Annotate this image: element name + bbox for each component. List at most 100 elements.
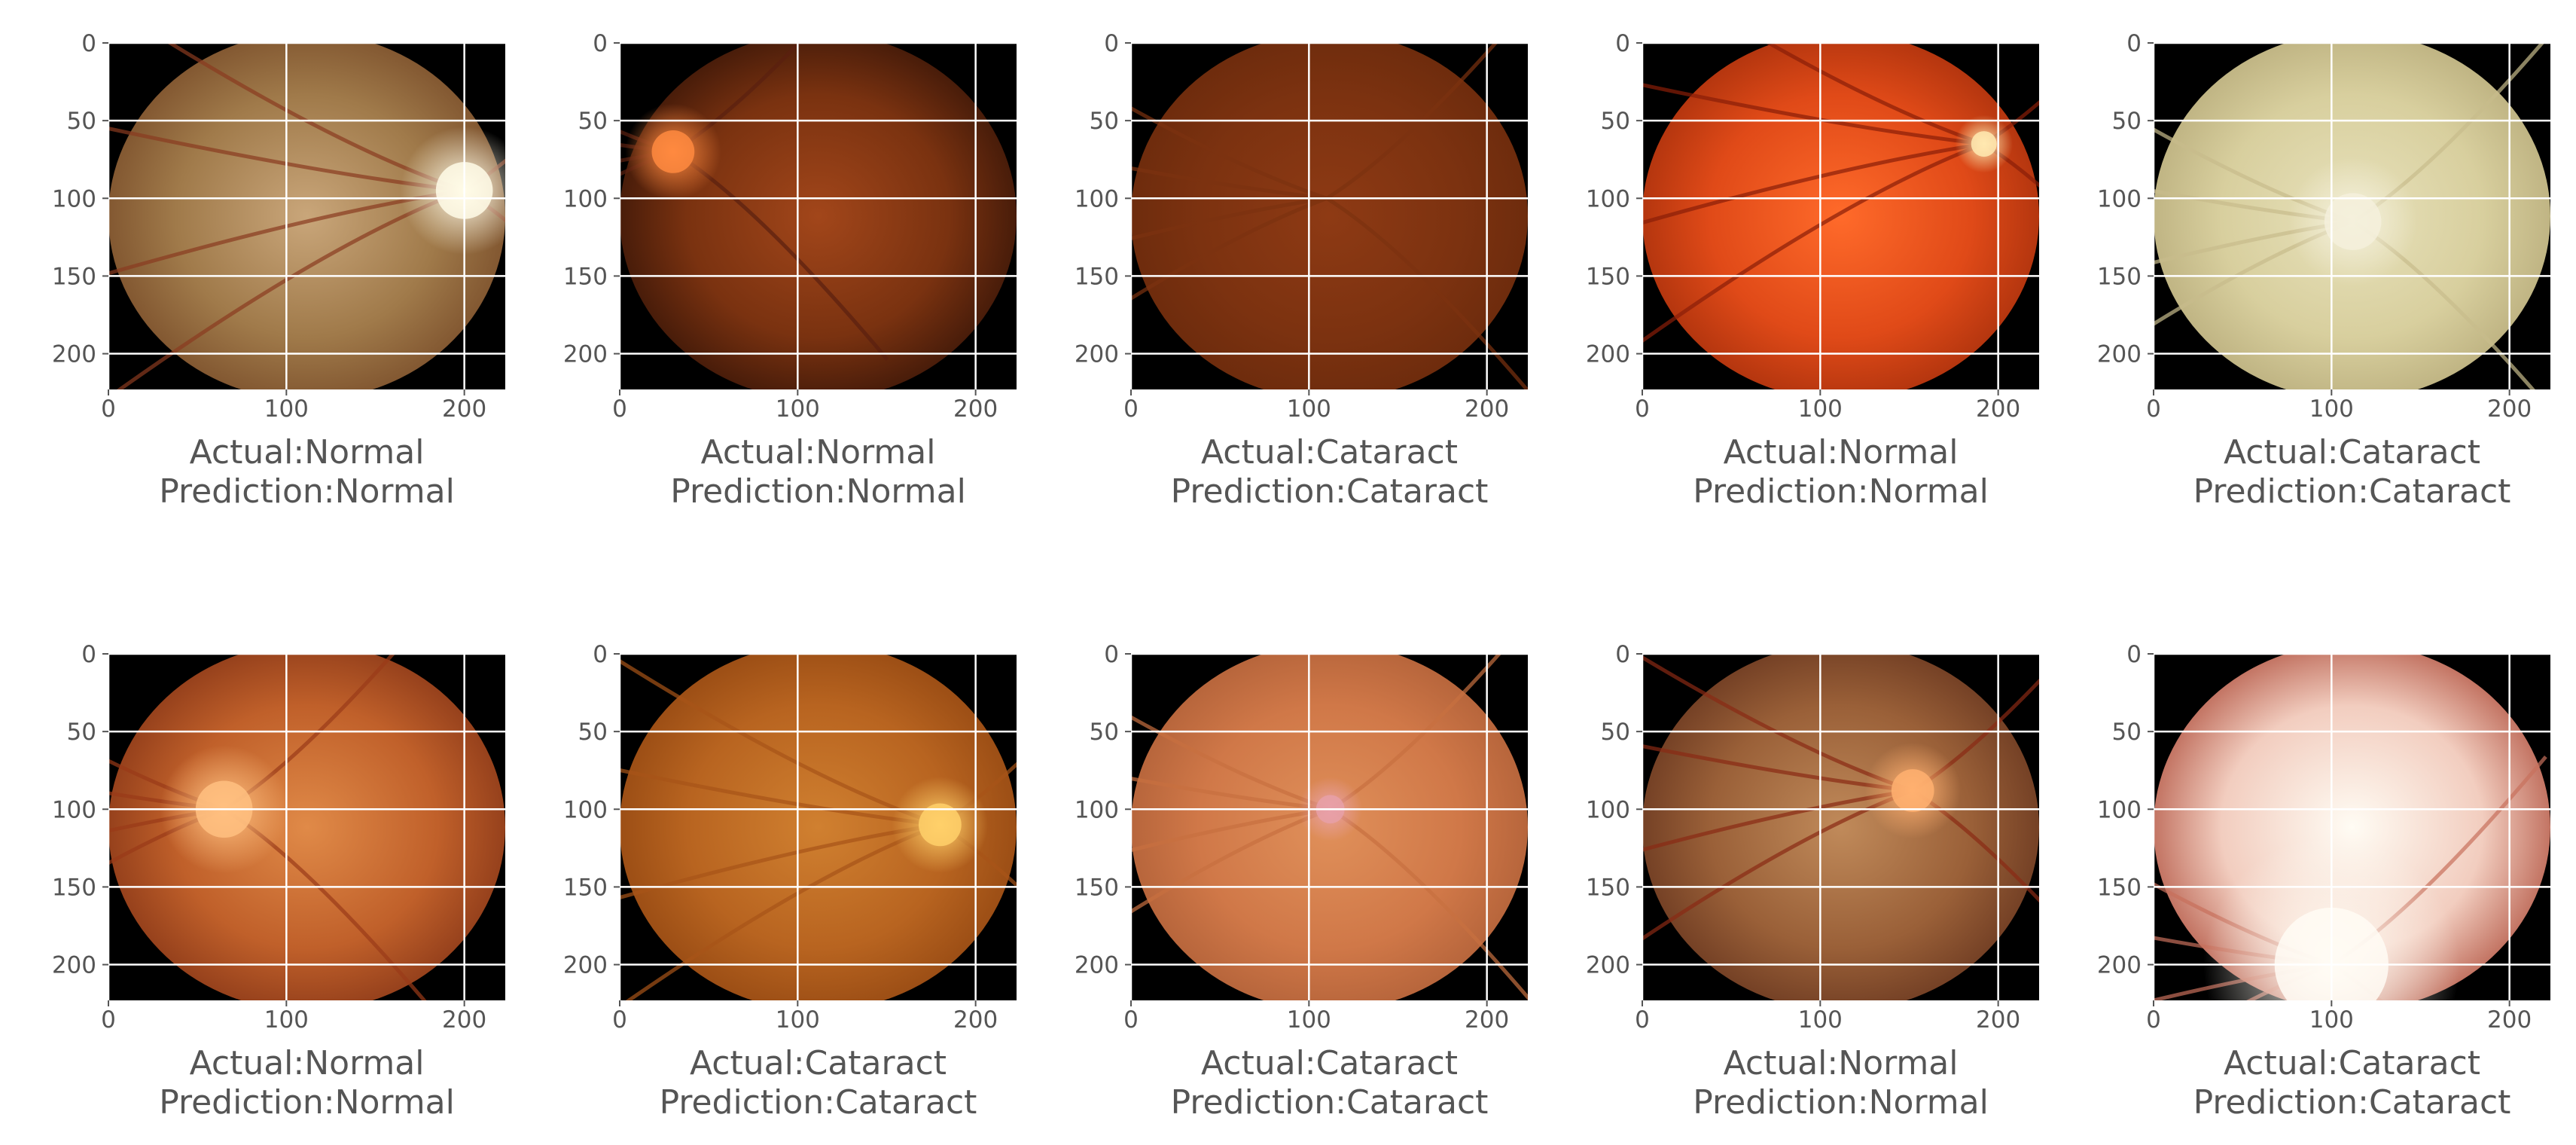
- y-tick-label: 50: [67, 108, 96, 135]
- subplot-1: 0 100 200050100150200Actual:NormalPredicti…: [52, 30, 505, 511]
- x-tick-label: 200: [1465, 1006, 1509, 1034]
- optic-disc: [1891, 769, 1934, 812]
- vessel: [1131, 807, 1331, 853]
- x-tick-label: 200: [442, 1006, 486, 1034]
- actual-label: Actual:Cataract: [1201, 1044, 1458, 1082]
- x-tick-label: 200: [1465, 395, 1509, 423]
- y-tick-label: 200: [2097, 341, 2142, 368]
- fundus-disc: [1642, 43, 2039, 389]
- y-tick-label: 0: [1104, 641, 1119, 668]
- prediction-label: Prediction:Cataract: [2193, 472, 2511, 511]
- x-tick-label: 200: [2487, 395, 2532, 423]
- subplot-9: 0 100 200050100150200Actual:NormalPredicti…: [1586, 641, 2039, 1122]
- y-tick-label: 100: [563, 796, 608, 823]
- y-tick-label: 50: [2112, 108, 2142, 135]
- y-tick-label: 50: [1090, 719, 1119, 746]
- vessel: [1131, 715, 1331, 811]
- x-tick-label: 0: [2146, 1006, 2161, 1034]
- x-tick-label: 0: [612, 1006, 627, 1034]
- fundus-disc: [1131, 43, 1528, 389]
- gridlines: [108, 654, 505, 1000]
- y-tick-label: 150: [1075, 263, 1119, 290]
- x-tick-label: 100: [1798, 1006, 1843, 1034]
- y-tick-label: 100: [2097, 185, 2142, 212]
- y-tick-label: 0: [1615, 30, 1630, 57]
- vessel: [1764, 43, 1985, 146]
- fundus-image: [1131, 43, 1528, 389]
- x-tick-label: 200: [953, 395, 998, 423]
- subplot-2: 0 100 200050100150200Actual:NormalPredicti…: [563, 30, 1017, 511]
- gridlines: [108, 43, 505, 389]
- y-tick-label: 200: [1586, 341, 1630, 368]
- x-tick-label: 100: [776, 1006, 820, 1034]
- y-tick-label: 100: [2097, 796, 2142, 823]
- vessel: [1131, 196, 1328, 241]
- fundus-image: [108, 654, 505, 1000]
- x-tick-label: 0: [1635, 1006, 1650, 1034]
- y-tick-label: 150: [1075, 874, 1119, 901]
- y-tick-label: 200: [2097, 952, 2142, 979]
- y-tick-label: 50: [578, 108, 608, 135]
- fundus-image: [2154, 654, 2550, 1000]
- y-tick-label: 0: [81, 641, 96, 668]
- y-tick-label: 50: [1601, 108, 1630, 135]
- y-tick-label: 150: [563, 263, 608, 290]
- x-tick-label: 100: [1287, 1006, 1331, 1034]
- optic-disc: [919, 803, 962, 847]
- y-tick-label: 150: [1586, 263, 1630, 290]
- optic-disc: [651, 130, 695, 173]
- y-tick-label: 0: [593, 30, 608, 57]
- prediction-label: Prediction:Cataract: [1171, 472, 1489, 511]
- vessel: [1642, 142, 1985, 225]
- subplot-4: 0 100 200050100150200Actual:NormalPredicti…: [1586, 30, 2039, 511]
- prediction-label: Prediction:Cataract: [2193, 1083, 2511, 1122]
- prediction-label: Prediction:Normal: [670, 472, 966, 511]
- x-tick-label: 0: [1123, 1006, 1139, 1034]
- subplot-8: 0 100 200050100150200Actual:CataractPredic…: [1075, 641, 1528, 1122]
- actual-label: Actual:Cataract: [2224, 1044, 2480, 1082]
- actual-label: Actual:Normal: [190, 433, 425, 472]
- y-tick-label: 200: [563, 952, 608, 979]
- y-tick-label: 150: [2097, 263, 2142, 290]
- actual-label: Actual:Normal: [701, 433, 936, 472]
- y-tick-label: 50: [67, 719, 96, 746]
- x-tick-label: 200: [442, 395, 486, 423]
- x-tick-label: 0: [101, 1006, 116, 1034]
- y-tick-label: 150: [52, 263, 96, 290]
- x-tick-label: 200: [1976, 1006, 2020, 1034]
- x-tick-label: 200: [953, 1006, 998, 1034]
- subplot-5: 0 100 200050100150200Actual:CataractPredic…: [2097, 30, 2550, 511]
- y-tick-label: 100: [1586, 185, 1630, 212]
- subplot-3: 0 100 200050100150200Actual:CataractPredic…: [1075, 30, 1528, 511]
- vessel: [1642, 142, 1985, 344]
- fundus-disc: [620, 654, 1017, 1000]
- fundus-disc: [1642, 654, 2039, 1000]
- x-tick-label: 0: [1123, 395, 1139, 423]
- gridlines: [620, 43, 1017, 389]
- y-tick-label: 100: [52, 796, 96, 823]
- y-tick-label: 150: [563, 874, 608, 901]
- y-tick-label: 100: [1075, 796, 1119, 823]
- actual-label: Actual:Normal: [190, 1044, 425, 1082]
- gridlines: [1131, 43, 1528, 389]
- y-tick-label: 50: [1090, 108, 1119, 135]
- y-tick-label: 100: [1586, 796, 1630, 823]
- y-tick-label: 150: [1586, 874, 1630, 901]
- x-tick-label: 100: [264, 395, 309, 423]
- x-tick-label: 100: [2309, 395, 2354, 423]
- x-tick-label: 0: [2146, 395, 2161, 423]
- y-tick-label: 0: [81, 30, 96, 57]
- y-tick-label: 0: [2126, 641, 2142, 668]
- prediction-label: Prediction:Normal: [159, 472, 455, 511]
- prediction-label: Prediction:Normal: [159, 1083, 455, 1122]
- gridlines: [2154, 43, 2550, 389]
- vessel: [1131, 776, 1331, 811]
- actual-label: Actual:Cataract: [1201, 433, 1458, 472]
- fundus-disc: [620, 43, 1017, 389]
- y-tick-label: 200: [1586, 952, 1630, 979]
- y-tick-label: 0: [1615, 641, 1630, 668]
- x-tick-label: 0: [101, 395, 116, 423]
- vessel: [1131, 166, 1328, 200]
- y-tick-label: 50: [1601, 719, 1630, 746]
